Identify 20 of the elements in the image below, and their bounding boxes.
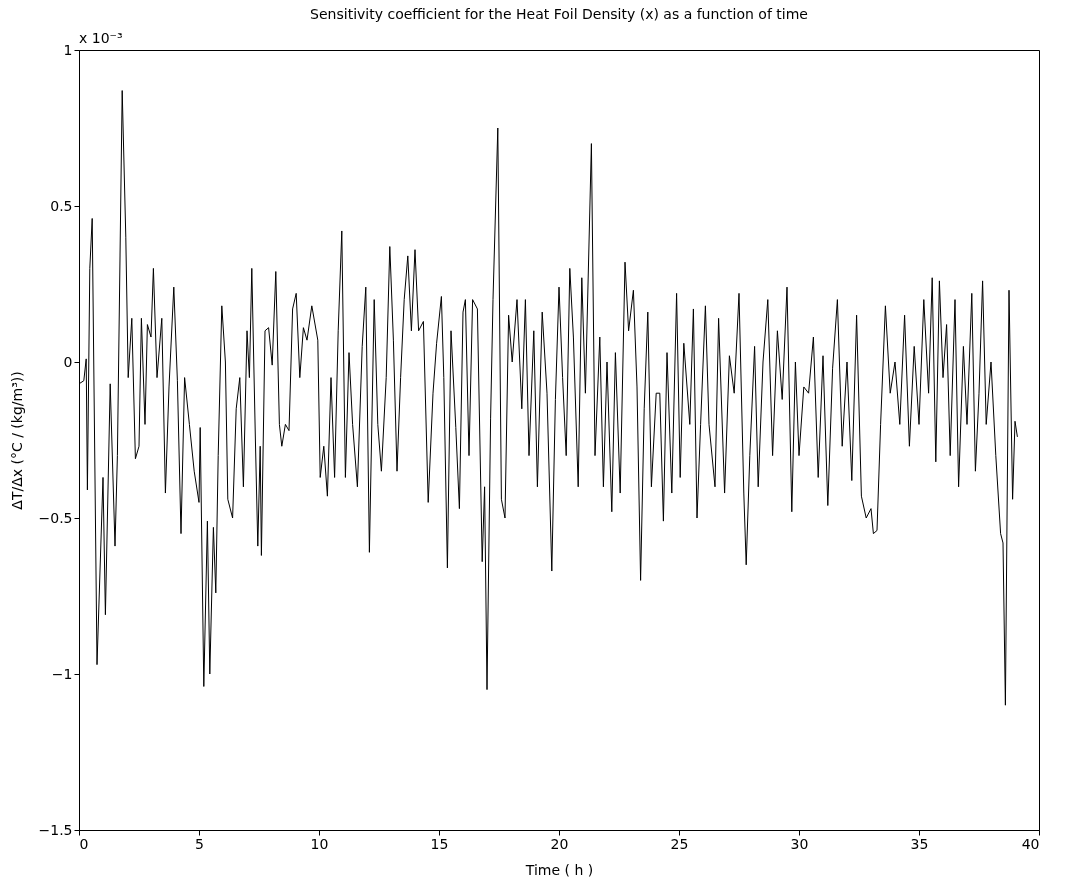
y-tick-label: 0.5: [50, 197, 73, 214]
x-tick-label: 5: [195, 835, 204, 852]
x-axis-title: Time ( h ): [524, 861, 594, 878]
y-tick-label: 0: [63, 353, 73, 370]
x-tick-label: 20: [550, 835, 569, 852]
y-tick-label: −0.5: [38, 509, 73, 526]
chart-title: Sensitivity coefficient for the Heat Foil Density (x) as a function of time: [310, 6, 808, 22]
x-tick-label: 30: [790, 835, 809, 852]
text: x 10⁻³: [79, 30, 123, 46]
y-tick-label: −1.5: [38, 821, 73, 838]
x-tick-label: 25: [670, 835, 689, 852]
x-tick-label: 10: [310, 835, 329, 852]
x-tick-label: 35: [910, 835, 929, 852]
y-tick-label: −1: [51, 665, 73, 682]
x-tick-label: 40: [1021, 835, 1040, 852]
x-tick-label: 15: [430, 835, 449, 852]
x-tick-label: 0: [79, 835, 89, 852]
line-series: [78, 90, 1018, 706]
y-axis-title: ΔT/Δx (°C / (kg/m³)): [8, 371, 25, 510]
y-tick-label: 1: [63, 41, 73, 58]
